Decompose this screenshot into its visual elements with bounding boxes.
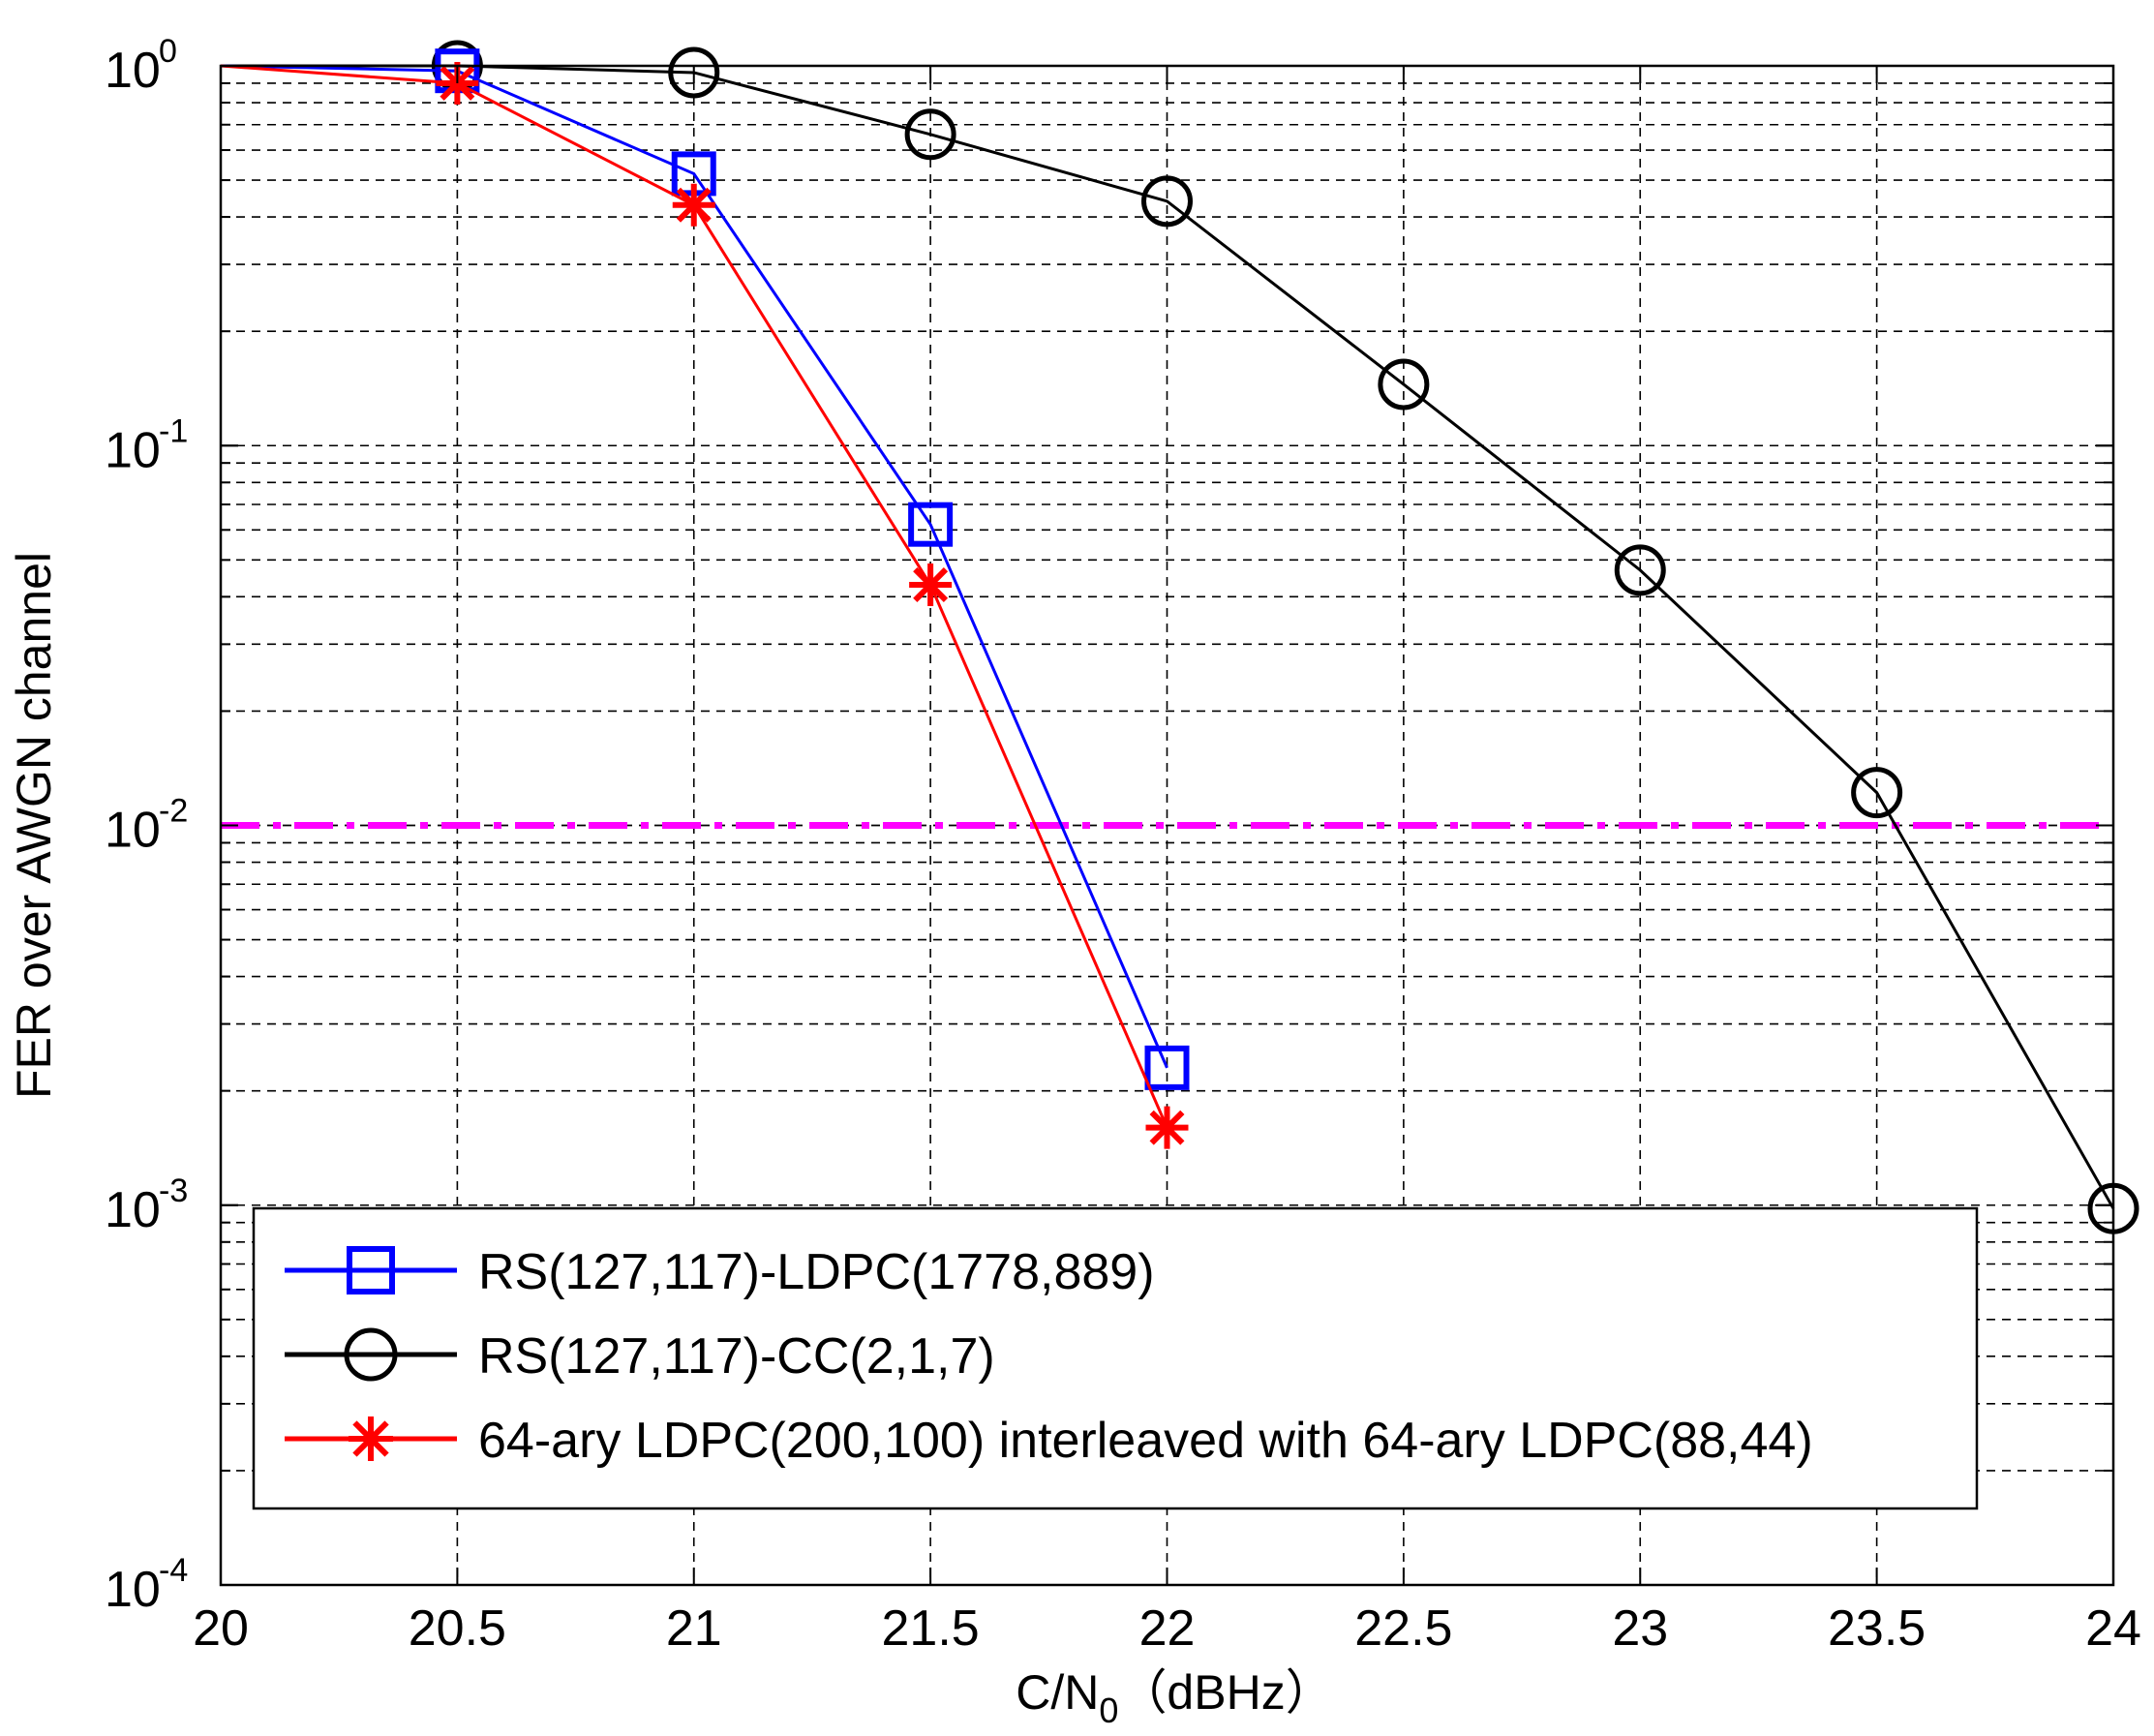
y-tick-label-exponent: -1 — [159, 412, 188, 449]
x-tick-label: 24 — [2085, 1600, 2141, 1657]
data-point-star — [1145, 1106, 1189, 1149]
series — [220, 48, 1190, 1090]
x-tick-label: 22.5 — [1354, 1600, 1452, 1657]
data-point-circle — [1141, 175, 1193, 228]
data-point-circle — [1851, 767, 1903, 819]
legend-label: RS(127,117)-LDPC(1778,889) — [478, 1244, 1155, 1300]
y-tick-label-exponent: 0 — [159, 33, 177, 70]
data-point-circle — [1614, 544, 1666, 596]
x-axis-title: C/N0（dBHz） — [1016, 1665, 1333, 1730]
x-axis-title-subscript: 0 — [1099, 1690, 1118, 1730]
series — [220, 61, 1189, 1149]
data-point-circle — [668, 46, 720, 99]
data-point-star — [909, 563, 953, 607]
data-point-square — [908, 502, 954, 547]
data-point-circle — [344, 1327, 398, 1382]
x-tick-label: 22 — [1139, 1600, 1196, 1657]
x-axis-title-main: C/N — [1016, 1665, 1099, 1720]
series-line — [221, 64, 2115, 1209]
data-point-circle — [1378, 358, 1430, 411]
y-tick-label-exponent: -2 — [159, 793, 188, 830]
x-tick-label: 20 — [193, 1600, 249, 1657]
legend-label: 64-ary LDPC(200,100) interleaved with 64… — [478, 1413, 1813, 1469]
legend-label: RS(127,117)-CC(2,1,7) — [478, 1328, 995, 1385]
legend: RS(127,117)-LDPC(1778,889) RS(127,117)-CC… — [252, 1206, 1979, 1510]
y-tick-label-base: 10 — [105, 422, 161, 478]
y-tick-label-base: 10 — [105, 803, 161, 859]
y-tick-label: 100 — [105, 33, 177, 99]
y-axis-title: FER over AWGN channel — [7, 552, 61, 1099]
data-point-square — [1144, 1045, 1190, 1090]
y-tick-label: 10-4 — [105, 1552, 188, 1618]
y-tick-label-base: 10 — [105, 1182, 161, 1238]
legend-item: RS(127,117)-CC(2,1,7) — [285, 1327, 995, 1385]
axis-ticks — [220, 65, 2114, 1586]
y-tick-label-base: 10 — [105, 43, 161, 99]
x-tick-label: 23.5 — [1828, 1600, 1926, 1657]
legend-box — [252, 1206, 1979, 1510]
x-tick-label: 20.5 — [409, 1600, 506, 1657]
data-point-star-stroke — [352, 1420, 389, 1457]
x-tick-label: 21 — [666, 1600, 722, 1657]
data-point-circle — [904, 108, 956, 161]
legend-item: 64-ary LDPC(200,100) interleaved with 64… — [285, 1413, 1813, 1469]
y-tick-label: 10-3 — [105, 1173, 188, 1238]
y-tick-label-base: 10 — [105, 1562, 161, 1618]
data-point-square — [347, 1246, 395, 1294]
x-tick-label: 23 — [1612, 1600, 1668, 1657]
y-tick-label-exponent: -3 — [159, 1173, 188, 1209]
x-tick-labels: 20 20.5 21 21.5 22 22.5 23 23.5 24 — [193, 1600, 2141, 1657]
y-tick-label: 10-2 — [105, 793, 188, 859]
x-tick-label: 21.5 — [882, 1600, 980, 1657]
data-point-star-stroke — [676, 187, 712, 223]
series-line — [220, 64, 1168, 1069]
data-point-star — [672, 183, 715, 227]
y-tick-label-exponent: -4 — [159, 1552, 188, 1589]
data-point-star-stroke — [913, 567, 949, 602]
x-axis-title-unit: （dBHz） — [1118, 1665, 1333, 1720]
data-point-star — [349, 1416, 393, 1461]
y-tick-label: 10-1 — [105, 412, 188, 478]
legend-item: RS(127,117)-LDPC(1778,889) — [285, 1244, 1155, 1300]
data-point-star-stroke — [1149, 1110, 1185, 1145]
